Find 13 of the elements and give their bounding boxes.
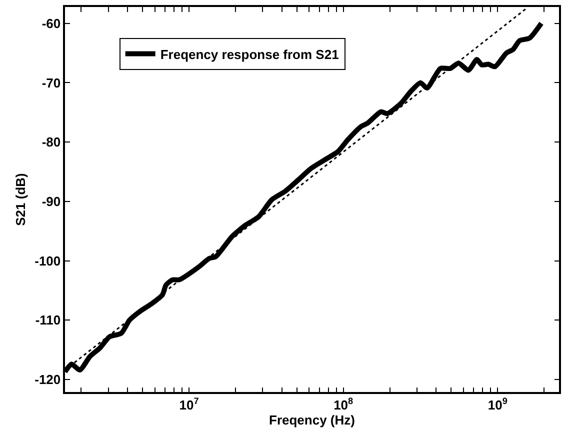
y-tick-label: -70 <box>42 75 61 90</box>
y-tick-label: -90 <box>42 194 61 209</box>
x-axis-title: Freqency (Hz) <box>269 412 355 428</box>
y-tick-label: -110 <box>35 312 61 328</box>
y-axis-title: S21 (dB) <box>13 173 28 226</box>
y-tick-label: -80 <box>42 134 61 150</box>
x-tick-label: 10$^{7}$ <box>179 396 199 412</box>
legend-label: Freqency response from S21 <box>160 46 339 62</box>
y-tick-label: -100 <box>34 253 61 268</box>
x-tick-label: 10$^{8}$ <box>334 396 354 412</box>
x-tick-label: 10$^{9}$ <box>488 396 508 412</box>
y-tick-label: -60 <box>42 16 61 31</box>
y-tick-label: -120 <box>34 372 61 388</box>
